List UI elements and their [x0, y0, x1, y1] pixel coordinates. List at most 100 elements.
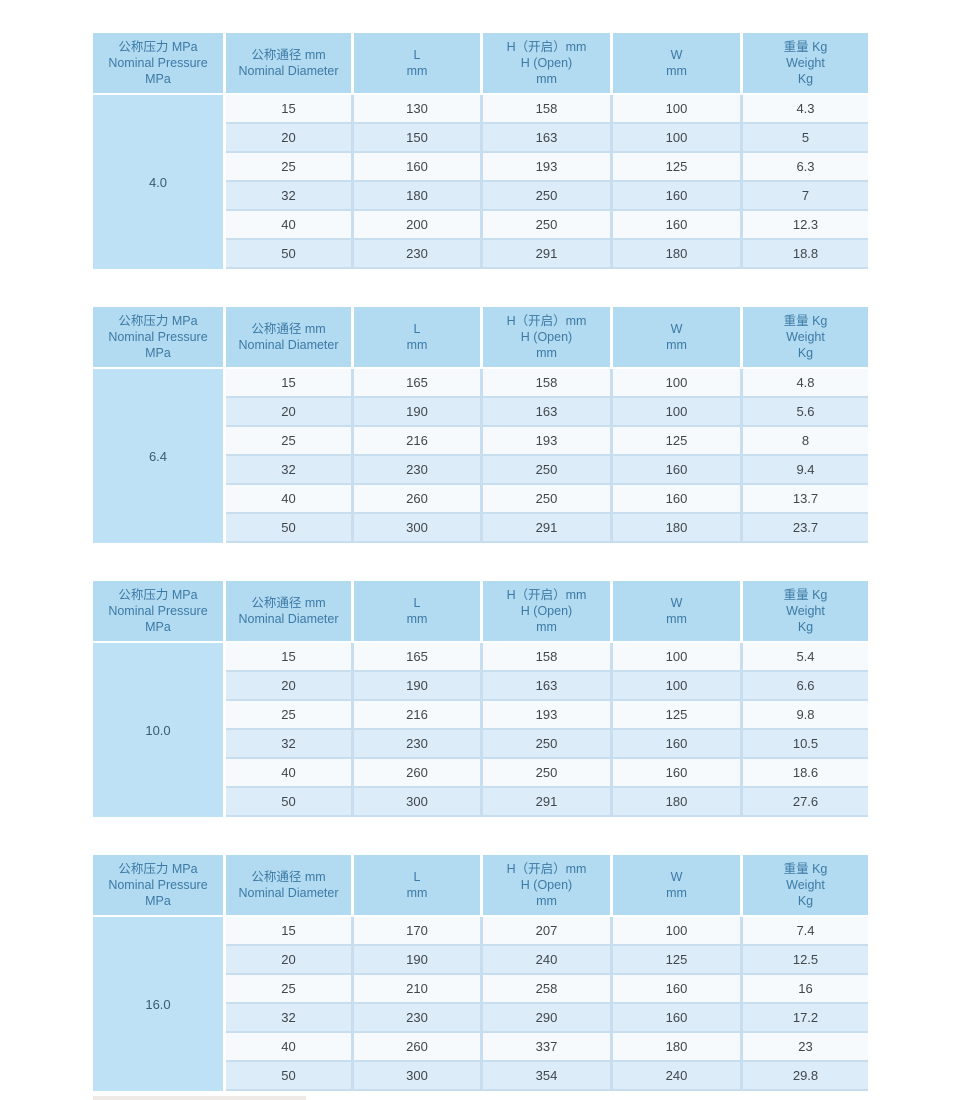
data-cell: 300 [354, 788, 480, 815]
header-line: Nominal Diameter [238, 64, 339, 78]
header-line: mm [406, 612, 428, 626]
header-line: 公称通径 mm [251, 596, 326, 610]
data-cell: 40 [226, 211, 351, 238]
header-line: mm [536, 620, 557, 634]
header-cell-weight: 重量 Kg Weight Kg [743, 581, 868, 641]
header-cell-nominal-diameter: 公称通径 mm Nominal Diameter [226, 33, 351, 93]
data-cell: 240 [613, 1062, 740, 1089]
data-cell: 158 [483, 643, 610, 670]
header-line: Nominal Pressure [108, 878, 208, 892]
pressure-column: 公称压力 MPa Nominal Pressure MPa 4.0 [93, 33, 223, 269]
data-cell: 40 [226, 485, 351, 512]
header-line: MPa [145, 894, 171, 908]
data-cell: 100 [613, 643, 740, 670]
table-body: 15 170 207 100 7.4 20 190 240 125 12.5 25 210 258 160… [226, 917, 868, 1091]
data-cell: 32 [226, 182, 351, 209]
header-cell-nominal-diameter: 公称通径 mm Nominal Diameter [226, 581, 351, 641]
header-line: H (Open) [520, 878, 573, 892]
data-cell: 230 [354, 456, 480, 483]
header-cell-pressure: 公称压力 MPa Nominal Pressure MPa [93, 33, 223, 93]
data-cell: 23 [743, 1033, 868, 1060]
table-body: 15 130 158 100 4.3 20 150 163 100 5 25 160 193 125 6.3… [226, 95, 868, 269]
data-cell: 100 [613, 917, 740, 944]
data-cell: 160 [613, 1004, 740, 1031]
header-cell-weight: 重量 Kg Weight Kg [743, 33, 868, 93]
data-cell: 5.6 [743, 398, 868, 425]
data-cell: 50 [226, 788, 351, 815]
header-line: mm [406, 886, 428, 900]
header-line: 重量 Kg [783, 588, 828, 602]
spec-table-6.4: 公称压力 MPa Nominal Pressure MPa 6.4 公称通径 mm Nom… [93, 307, 868, 543]
data-cell: 100 [613, 124, 740, 151]
data-cell: 9.4 [743, 456, 868, 483]
data-cell: 16 [743, 975, 868, 1002]
data-cell: 230 [354, 240, 480, 267]
header-line: H (Open) [520, 56, 573, 70]
pressure-value-cell: 16.0 [93, 917, 223, 1091]
data-cell: 8 [743, 427, 868, 454]
data-cell: 10.5 [743, 730, 868, 757]
data-cell: 260 [354, 759, 480, 786]
data-cell: 4.8 [743, 369, 868, 396]
header-line: H（开启）mm [506, 588, 587, 602]
data-cell: 50 [226, 514, 351, 541]
data-cell: 291 [483, 514, 610, 541]
data-cell: 337 [483, 1033, 610, 1060]
data-cell: 50 [226, 1062, 351, 1089]
data-cell: 160 [613, 730, 740, 757]
data-cell: 5 [743, 124, 868, 151]
data-cell: 180 [613, 240, 740, 267]
data-cell: 216 [354, 427, 480, 454]
header-line: W [670, 322, 683, 336]
header-cell-height-open: H（开启）mm H (Open) mm [483, 33, 610, 93]
header-cell-nominal-diameter: 公称通径 mm Nominal Diameter [226, 307, 351, 367]
data-cell: 180 [354, 182, 480, 209]
data-cell: 230 [354, 1004, 480, 1031]
data-cell: 32 [226, 1004, 351, 1031]
cutoff-next-section-strip [93, 1096, 306, 1100]
table-body: 15 165 158 100 4.8 20 190 163 100 5.6 25 216 193 125 8… [226, 369, 868, 543]
data-cell: 193 [483, 701, 610, 728]
data-cell: 250 [483, 485, 610, 512]
header-line: Weight [786, 56, 825, 70]
header-line: 公称通径 mm [251, 48, 326, 62]
header-line: mm [666, 64, 687, 78]
data-cell: 158 [483, 369, 610, 396]
header-line: Kg [797, 72, 814, 86]
data-cell: 7 [743, 182, 868, 209]
spec-table-16.0: 公称压力 MPa Nominal Pressure MPa 16.0 公称通径 mm No… [93, 855, 868, 1091]
data-cell: 260 [354, 1033, 480, 1060]
data-cell: 100 [613, 398, 740, 425]
header-line: Weight [786, 878, 825, 892]
header-line: Kg [797, 894, 814, 908]
data-cell: 180 [613, 788, 740, 815]
data-cell: 4.3 [743, 95, 868, 122]
pressure-value-cell: 10.0 [93, 643, 223, 817]
data-cell: 250 [483, 759, 610, 786]
header-line: MPa [145, 346, 171, 360]
header-line: H (Open) [520, 604, 573, 618]
data-cell: 125 [613, 427, 740, 454]
data-cell: 200 [354, 211, 480, 238]
data-cell: 18.6 [743, 759, 868, 786]
data-cell: 125 [613, 946, 740, 973]
header-line: W [670, 48, 683, 62]
header-line: 重量 Kg [783, 862, 828, 876]
data-cell: 230 [354, 730, 480, 757]
data-cell: 290 [483, 1004, 610, 1031]
header-cell-height-open: H（开启）mm H (Open) mm [483, 307, 610, 367]
spec-tables-container: 公称压力 MPa Nominal Pressure MPa 4.0 公称通径 mm Nom… [93, 33, 868, 1100]
header-line: 公称压力 MPa [118, 862, 198, 876]
data-cell: 20 [226, 398, 351, 425]
data-cell: 15 [226, 643, 351, 670]
data-cell: 130 [354, 95, 480, 122]
header-line: mm [666, 886, 687, 900]
header-line: L [413, 596, 421, 610]
header-line: H (Open) [520, 330, 573, 344]
data-cell: 160 [613, 456, 740, 483]
data-cell: 125 [613, 153, 740, 180]
